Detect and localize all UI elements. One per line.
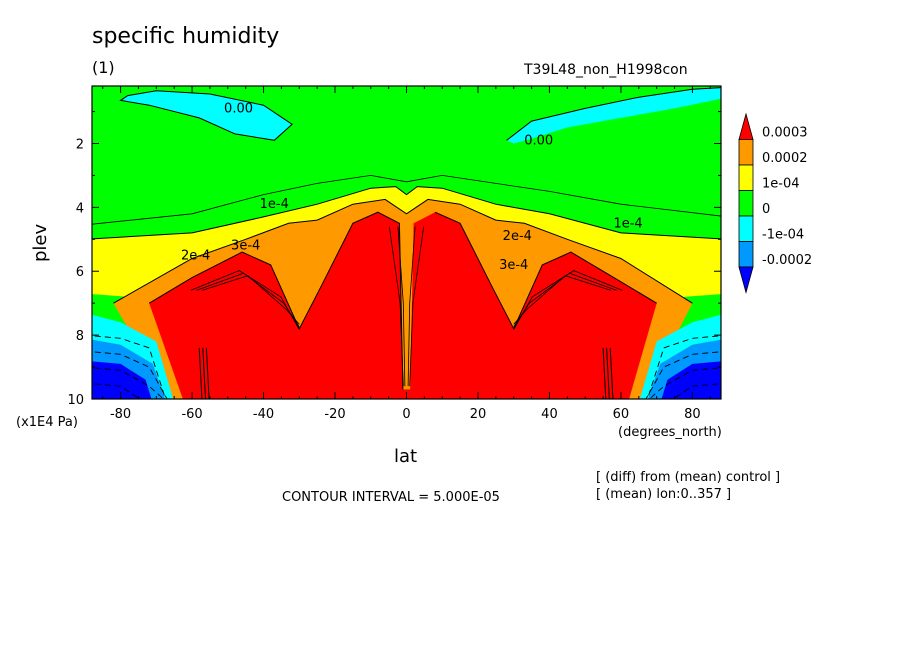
contour-fill-group xyxy=(92,86,721,399)
x-tick-label: 20 xyxy=(470,407,487,422)
contour-line xyxy=(202,347,207,399)
contour-line xyxy=(606,347,610,399)
contour-line xyxy=(92,186,721,240)
legend-swatch xyxy=(738,215,754,242)
x-tick-label: 60 xyxy=(613,407,630,422)
contour-label: 2e-4 xyxy=(503,229,532,244)
contour-line xyxy=(388,226,404,387)
y-tick-label: 10 xyxy=(67,393,84,408)
contour-line xyxy=(672,383,721,399)
region-negative-polar-south-strong xyxy=(92,361,152,399)
legend-swatch xyxy=(738,190,754,217)
contour-line xyxy=(92,335,166,399)
legend-label: -0.0002 xyxy=(762,253,812,268)
contour-line xyxy=(647,335,721,399)
contour-line xyxy=(201,275,300,325)
legend-swatch xyxy=(738,139,754,166)
x-tick-label: 0 xyxy=(402,407,410,422)
legend-swatch xyxy=(738,266,754,295)
y-tick-label: 6 xyxy=(76,265,84,280)
y-tick-label: 8 xyxy=(76,329,84,344)
chart-subtitle: (1) xyxy=(92,58,115,77)
contour-line xyxy=(92,351,168,399)
legend-swatch xyxy=(738,112,754,140)
contour-line xyxy=(148,211,404,390)
x-tick-label: 40 xyxy=(541,407,558,422)
contour-line xyxy=(113,198,693,304)
y-tick-label: 4 xyxy=(76,201,84,216)
x-tick-label: 80 xyxy=(684,407,701,422)
mean-note: [ (mean) lon:0..357 ] xyxy=(596,487,732,502)
x-tick-label: -80 xyxy=(110,407,131,422)
contour-line xyxy=(506,87,721,141)
contour-line xyxy=(92,383,141,399)
contour-label: 2e-4 xyxy=(181,248,210,263)
y-unit-label: (x1E4 Pa) xyxy=(16,415,78,430)
contour-label: 0.00 xyxy=(524,133,553,148)
contour-line xyxy=(92,367,165,399)
contour-line xyxy=(609,347,614,399)
contour-label: 0.00 xyxy=(224,101,253,116)
contour-line xyxy=(205,347,210,399)
legend-label: 1e-04 xyxy=(762,177,800,192)
region-negative-upper-south xyxy=(120,90,293,141)
legend-swatch xyxy=(738,241,754,268)
contour-line xyxy=(409,226,425,387)
x-tick-label: -60 xyxy=(181,407,202,422)
y-axis-label: plev xyxy=(30,223,51,262)
chart-title: specific humidity xyxy=(92,24,280,49)
contour-interval: CONTOUR INTERVAL = 5.000E-05 xyxy=(282,490,500,505)
x-tick-label: -40 xyxy=(253,407,274,422)
contour-line xyxy=(645,351,721,399)
contour-line xyxy=(198,347,203,399)
x-axis-label: lat xyxy=(394,446,418,467)
contour-line xyxy=(434,211,657,330)
legend-swatch xyxy=(738,164,754,191)
diff-note: [ (diff) from (mean) control ] xyxy=(596,470,781,485)
run-name: T39L48_non_H1998con xyxy=(524,62,688,78)
contour-label: 1e-4 xyxy=(613,216,642,231)
contour-line xyxy=(92,174,721,225)
region-negative-polar-north-strong xyxy=(661,361,721,399)
region-positive-high xyxy=(149,212,657,399)
legend-label: 0.0002 xyxy=(762,151,808,166)
legend-label: 0 xyxy=(762,202,770,217)
legend-label: 0.0003 xyxy=(762,126,808,141)
legend-label: -1e-04 xyxy=(762,228,804,243)
contour-label: 3e-4 xyxy=(231,239,260,254)
contour-line xyxy=(407,226,416,387)
y-tick-label: 2 xyxy=(76,137,84,152)
x-tick-label: -20 xyxy=(324,407,345,422)
region-negative-upper-north xyxy=(506,87,721,144)
contour-line xyxy=(602,347,607,399)
contour-line xyxy=(648,367,721,399)
contour-label: 1e-4 xyxy=(260,197,289,212)
contour-label: 3e-4 xyxy=(499,258,528,273)
x-unit-label: (degrees_north) xyxy=(618,425,722,440)
contour-line xyxy=(513,275,612,325)
contour-line xyxy=(397,226,406,387)
